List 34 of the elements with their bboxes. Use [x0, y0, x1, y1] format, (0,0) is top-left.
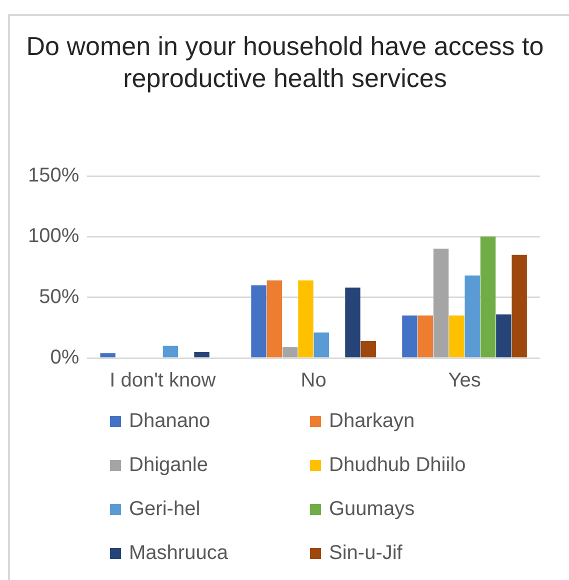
bar	[449, 316, 464, 358]
bar	[512, 254, 527, 358]
bar	[345, 288, 360, 358]
x-tick-label: I don't know	[110, 370, 216, 392]
legend-label: Dhudhub Dhiilo	[329, 454, 466, 476]
bar	[162, 346, 178, 358]
bar	[418, 316, 433, 358]
legend-label: Guumays	[329, 498, 415, 520]
bar	[251, 285, 266, 358]
legend-label: Geri-hel	[129, 498, 200, 520]
bar	[464, 275, 480, 358]
bar	[480, 236, 496, 358]
y-tick-label: 50%	[39, 286, 80, 308]
x-tick-label: No	[300, 370, 326, 392]
legend-label: Sin-u-Jif	[329, 542, 402, 564]
legend-label: Mashruuca	[129, 542, 228, 564]
bar	[433, 248, 449, 358]
bar	[298, 280, 314, 358]
legend-label: Dharkayn	[329, 410, 415, 432]
chart-title: Do women in your household have access to reproductive health services	[25, 30, 545, 94]
bar	[282, 347, 298, 358]
bar	[314, 332, 329, 358]
legend-label: Dhiganle	[129, 454, 208, 476]
y-tick-label: 0%	[50, 346, 80, 369]
x-tick-label: Yes	[448, 370, 481, 392]
legend-label: Dhanano	[129, 410, 210, 432]
y-tick-label: 150%	[28, 164, 80, 187]
bar	[360, 341, 376, 358]
bar	[100, 353, 116, 358]
bar	[496, 314, 512, 358]
y-tick-label: 100%	[28, 225, 80, 248]
bar	[402, 316, 418, 358]
bar	[266, 280, 282, 358]
bar	[194, 352, 210, 358]
